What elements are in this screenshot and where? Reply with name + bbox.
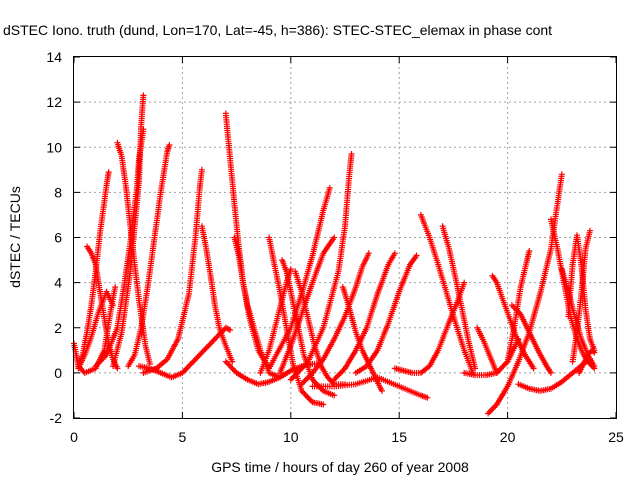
x-tick-label: 5: [179, 429, 187, 445]
data-series: [508, 302, 554, 376]
data-series: [565, 232, 598, 354]
x-tick-label: 0: [70, 429, 78, 445]
plot-frame: [73, 56, 617, 419]
data-series: [569, 227, 593, 365]
data-series: [548, 216, 598, 372]
x-tick-label: 20: [500, 429, 516, 445]
y-tick-label: 8: [54, 184, 62, 200]
y-tick-label: 4: [54, 275, 62, 291]
data-series: [352, 252, 420, 376]
data-series: [125, 142, 173, 370]
y-axis-label: dSTEC / TECUs: [7, 186, 23, 288]
data-series: [266, 234, 327, 408]
data-series: [266, 184, 333, 372]
data-series: [287, 151, 355, 383]
y-tick-label: 14: [46, 49, 62, 65]
y-tick-label: 6: [54, 230, 62, 246]
data-series: [485, 171, 565, 417]
data-series: [474, 324, 500, 376]
data-series: [75, 288, 116, 372]
x-tick-label: 25: [608, 429, 624, 445]
x-tick-label: 10: [283, 429, 299, 445]
x-tick-label: 15: [391, 429, 407, 445]
y-tick-label: 12: [46, 94, 62, 110]
data-series: [309, 374, 431, 401]
data-series: [298, 250, 372, 388]
y-tick-label: 0: [54, 365, 62, 381]
data-series: [576, 347, 598, 376]
data-series: [277, 234, 338, 376]
chart-title: dSTEC Iono. truth (dund, Lon=170, Lat=-4…: [3, 22, 552, 38]
data-series: [504, 248, 533, 365]
data-series: [417, 211, 476, 376]
y-tick-label: 10: [46, 139, 62, 155]
y-tick-label: -2: [50, 410, 63, 426]
grid-lines: [74, 57, 616, 418]
y-tick-label: 2: [54, 320, 62, 336]
x-axis-label: GPS time / hours of day 260 of year 2008: [211, 459, 469, 475]
data-series: [110, 92, 147, 370]
data-series: [140, 166, 205, 376]
data-series: [331, 250, 398, 383]
data-series: [439, 223, 479, 372]
data-series: [198, 223, 236, 365]
data-points: [71, 92, 598, 417]
